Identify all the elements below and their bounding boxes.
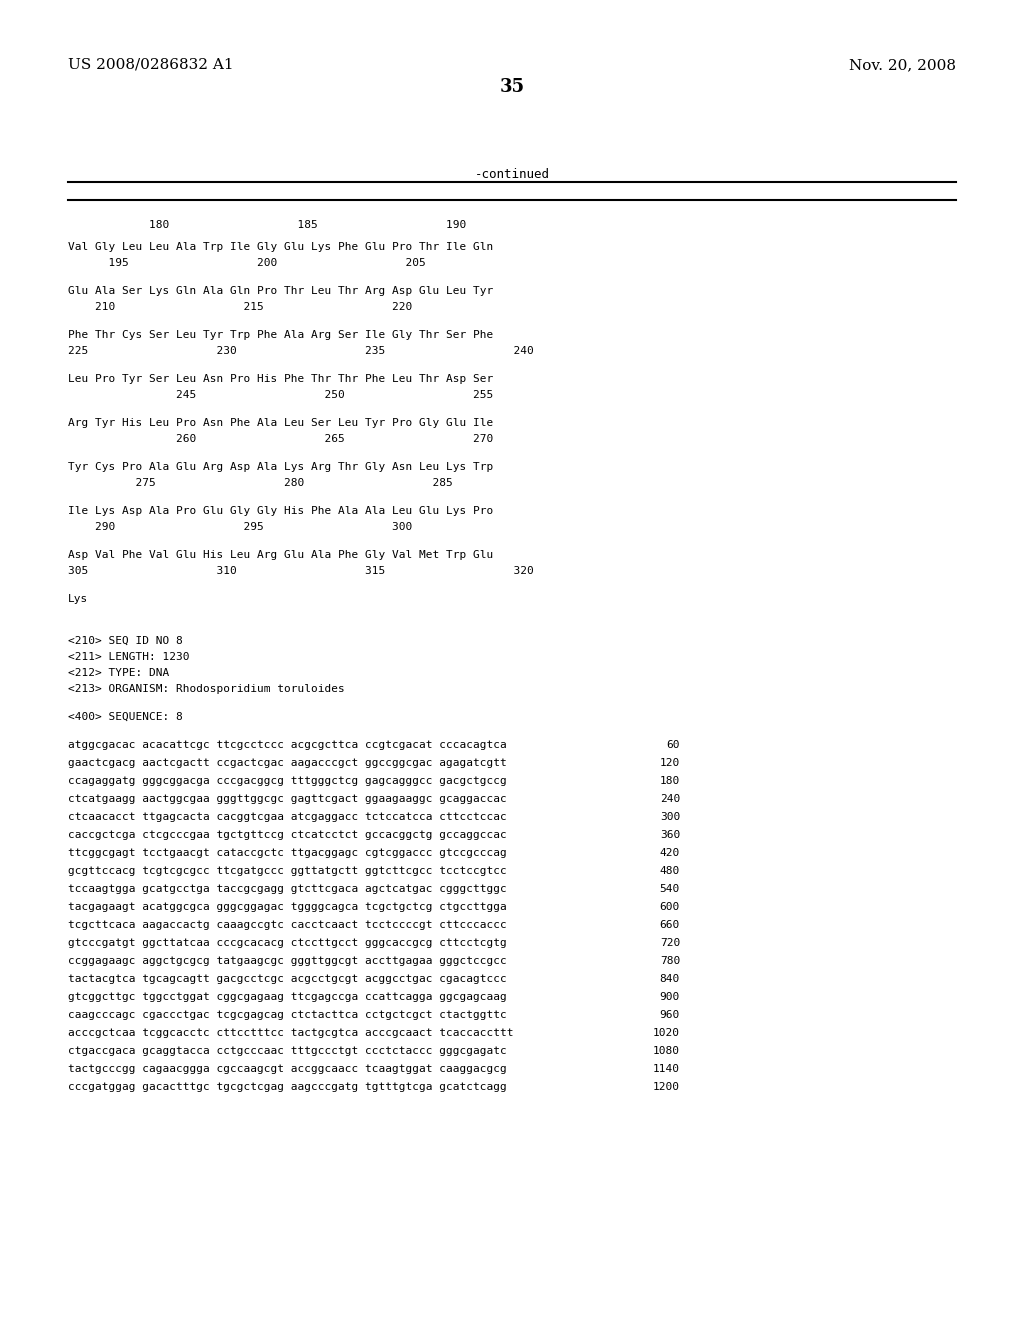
Text: 275                   280                   285: 275 280 285 <box>68 478 453 488</box>
Text: 1080: 1080 <box>653 1045 680 1056</box>
Text: atggcgacac acacattcgc ttcgcctccc acgcgcttca ccgtcgacat cccacagtca: atggcgacac acacattcgc ttcgcctccc acgcgct… <box>68 741 507 750</box>
Text: ccggagaagc aggctgcgcg tatgaagcgc gggttggcgt accttgagaa gggctccgcc: ccggagaagc aggctgcgcg tatgaagcgc gggttgg… <box>68 956 507 966</box>
Text: 420: 420 <box>659 847 680 858</box>
Text: 960: 960 <box>659 1010 680 1020</box>
Text: 300: 300 <box>659 812 680 822</box>
Text: tacgagaagt acatggcgca gggcggagac tggggcagca tcgctgctcg ctgccttgga: tacgagaagt acatggcgca gggcggagac tggggca… <box>68 902 507 912</box>
Text: gtcccgatgt ggcttatcaa cccgcacacg ctccttgcct gggcaccgcg cttcctcgtg: gtcccgatgt ggcttatcaa cccgcacacg ctccttg… <box>68 939 507 948</box>
Text: ctcaacacct ttgagcacta cacggtcgaa atcgaggacc tctccatcca cttcctccac: ctcaacacct ttgagcacta cacggtcgaa atcgagg… <box>68 812 507 822</box>
Text: Nov. 20, 2008: Nov. 20, 2008 <box>849 58 956 73</box>
Text: tcgcttcaca aagaccactg caaagccgtc cacctcaact tcctccccgt cttcccaccc: tcgcttcaca aagaccactg caaagccgtc cacctca… <box>68 920 507 931</box>
Text: tactgcccgg cagaacggga cgccaagcgt accggcaacc tcaagtggat caaggacgcg: tactgcccgg cagaacggga cgccaagcgt accggca… <box>68 1064 507 1074</box>
Text: 480: 480 <box>659 866 680 876</box>
Text: gcgttccacg tcgtcgcgcc ttcgatgccc ggttatgctt ggtcttcgcc tcctccgtcc: gcgttccacg tcgtcgcgcc ttcgatgccc ggttatg… <box>68 866 507 876</box>
Text: ctgaccgaca gcaggtacca cctgcccaac tttgccctgt ccctctaccc gggcgagatc: ctgaccgaca gcaggtacca cctgcccaac tttgccc… <box>68 1045 507 1056</box>
Text: 180                   185                   190: 180 185 190 <box>68 220 466 230</box>
Text: 35: 35 <box>500 78 524 96</box>
Text: 360: 360 <box>659 830 680 840</box>
Text: tactacgtca tgcagcagtt gacgcctcgc acgcctgcgt acggcctgac cgacagtccc: tactacgtca tgcagcagtt gacgcctcgc acgcctg… <box>68 974 507 983</box>
Text: 1200: 1200 <box>653 1082 680 1092</box>
Text: 840: 840 <box>659 974 680 983</box>
Text: 120: 120 <box>659 758 680 768</box>
Text: Phe Thr Cys Ser Leu Tyr Trp Phe Ala Arg Ser Ile Gly Thr Ser Phe: Phe Thr Cys Ser Leu Tyr Trp Phe Ala Arg … <box>68 330 494 341</box>
Text: Arg Tyr His Leu Pro Asn Phe Ala Leu Ser Leu Tyr Pro Gly Glu Ile: Arg Tyr His Leu Pro Asn Phe Ala Leu Ser … <box>68 418 494 428</box>
Text: 245                   250                   255: 245 250 255 <box>68 389 494 400</box>
Text: 290                   295                   300: 290 295 300 <box>68 521 413 532</box>
Text: 540: 540 <box>659 884 680 894</box>
Text: ctcatgaagg aactggcgaa gggttggcgc gagttcgact ggaagaaggc gcaggaccac: ctcatgaagg aactggcgaa gggttggcgc gagttcg… <box>68 795 507 804</box>
Text: 600: 600 <box>659 902 680 912</box>
Text: Leu Pro Tyr Ser Leu Asn Pro His Phe Thr Thr Phe Leu Thr Asp Ser: Leu Pro Tyr Ser Leu Asn Pro His Phe Thr … <box>68 374 494 384</box>
Text: <212> TYPE: DNA: <212> TYPE: DNA <box>68 668 169 678</box>
Text: tccaagtgga gcatgcctga taccgcgagg gtcttcgaca agctcatgac cgggcttggc: tccaagtgga gcatgcctga taccgcgagg gtcttcg… <box>68 884 507 894</box>
Text: 780: 780 <box>659 956 680 966</box>
Text: 240: 240 <box>659 795 680 804</box>
Text: caagcccagc cgaccctgac tcgcgagcag ctctacttca cctgctcgct ctactggttc: caagcccagc cgaccctgac tcgcgagcag ctctact… <box>68 1010 507 1020</box>
Text: gtcggcttgc tggcctggat cggcgagaag ttcgagccga ccattcagga ggcgagcaag: gtcggcttgc tggcctggat cggcgagaag ttcgagc… <box>68 993 507 1002</box>
Text: cccgatggag gacactttgc tgcgctcgag aagcccgatg tgtttgtcga gcatctcagg: cccgatggag gacactttgc tgcgctcgag aagcccg… <box>68 1082 507 1092</box>
Text: 210                   215                   220: 210 215 220 <box>68 302 413 312</box>
Text: 1140: 1140 <box>653 1064 680 1074</box>
Text: ttcggcgagt tcctgaacgt cataccgctc ttgacggagc cgtcggaccc gtccgcccag: ttcggcgagt tcctgaacgt cataccgctc ttgacgg… <box>68 847 507 858</box>
Text: caccgctcga ctcgcccgaa tgctgttccg ctcatcctct gccacggctg gccaggccac: caccgctcga ctcgcccgaa tgctgttccg ctcatcc… <box>68 830 507 840</box>
Text: <213> ORGANISM: Rhodosporidium toruloides: <213> ORGANISM: Rhodosporidium toruloide… <box>68 684 345 694</box>
Text: 1020: 1020 <box>653 1028 680 1038</box>
Text: 900: 900 <box>659 993 680 1002</box>
Text: US 2008/0286832 A1: US 2008/0286832 A1 <box>68 58 233 73</box>
Text: <210> SEQ ID NO 8: <210> SEQ ID NO 8 <box>68 636 182 645</box>
Text: 195                   200                   205: 195 200 205 <box>68 257 426 268</box>
Text: 660: 660 <box>659 920 680 931</box>
Text: <400> SEQUENCE: 8: <400> SEQUENCE: 8 <box>68 711 182 722</box>
Text: gaactcgacg aactcgactt ccgactcgac aagacccgct ggccggcgac agagatcgtt: gaactcgacg aactcgactt ccgactcgac aagaccc… <box>68 758 507 768</box>
Text: 60: 60 <box>667 741 680 750</box>
Text: ccagaggatg gggcggacga cccgacggcg tttgggctcg gagcagggcc gacgctgccg: ccagaggatg gggcggacga cccgacggcg tttgggc… <box>68 776 507 785</box>
Text: 260                   265                   270: 260 265 270 <box>68 434 494 444</box>
Text: Tyr Cys Pro Ala Glu Arg Asp Ala Lys Arg Thr Gly Asn Leu Lys Trp: Tyr Cys Pro Ala Glu Arg Asp Ala Lys Arg … <box>68 462 494 473</box>
Text: Lys: Lys <box>68 594 88 605</box>
Text: Ile Lys Asp Ala Pro Glu Gly Gly His Phe Ala Ala Leu Glu Lys Pro: Ile Lys Asp Ala Pro Glu Gly Gly His Phe … <box>68 506 494 516</box>
Text: 180: 180 <box>659 776 680 785</box>
Text: Glu Ala Ser Lys Gln Ala Gln Pro Thr Leu Thr Arg Asp Glu Leu Tyr: Glu Ala Ser Lys Gln Ala Gln Pro Thr Leu … <box>68 286 494 296</box>
Text: 225                   230                   235                   240: 225 230 235 240 <box>68 346 534 356</box>
Text: <211> LENGTH: 1230: <211> LENGTH: 1230 <box>68 652 189 663</box>
Text: -continued: -continued <box>474 168 550 181</box>
Text: 305                   310                   315                   320: 305 310 315 320 <box>68 566 534 576</box>
Text: acccgctcaa tcggcacctc cttcctttcc tactgcgtca acccgcaact tcaccaccttt: acccgctcaa tcggcacctc cttcctttcc tactgcg… <box>68 1028 513 1038</box>
Text: Val Gly Leu Leu Ala Trp Ile Gly Glu Lys Phe Glu Pro Thr Ile Gln: Val Gly Leu Leu Ala Trp Ile Gly Glu Lys … <box>68 242 494 252</box>
Text: 720: 720 <box>659 939 680 948</box>
Text: Asp Val Phe Val Glu His Leu Arg Glu Ala Phe Gly Val Met Trp Glu: Asp Val Phe Val Glu His Leu Arg Glu Ala … <box>68 550 494 560</box>
